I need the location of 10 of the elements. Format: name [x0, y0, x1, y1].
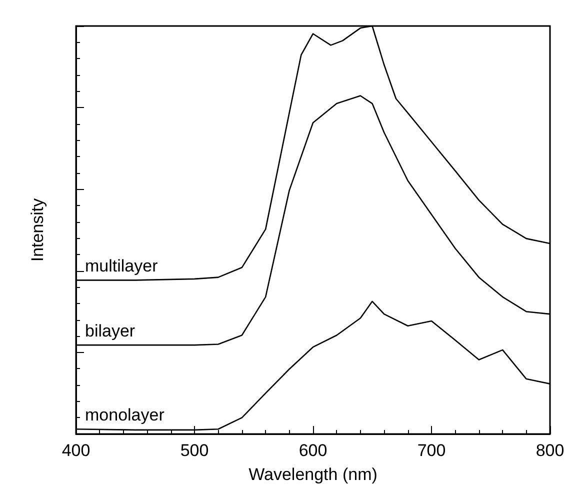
x-tick-label: 800: [536, 441, 564, 460]
x-tick-label: 500: [180, 441, 209, 460]
x-tick-label: 700: [417, 441, 446, 460]
legend-label: bilayer: [85, 322, 136, 341]
x-tick-label: 600: [298, 441, 328, 460]
legend-label: monolayer: [85, 406, 165, 425]
x-axis-title: Wavelength (nm): [248, 465, 378, 484]
x-tick-label: 400: [62, 441, 90, 460]
legend-label: multilayer: [85, 256, 158, 276]
y-axis-title: Intensity: [28, 198, 47, 262]
